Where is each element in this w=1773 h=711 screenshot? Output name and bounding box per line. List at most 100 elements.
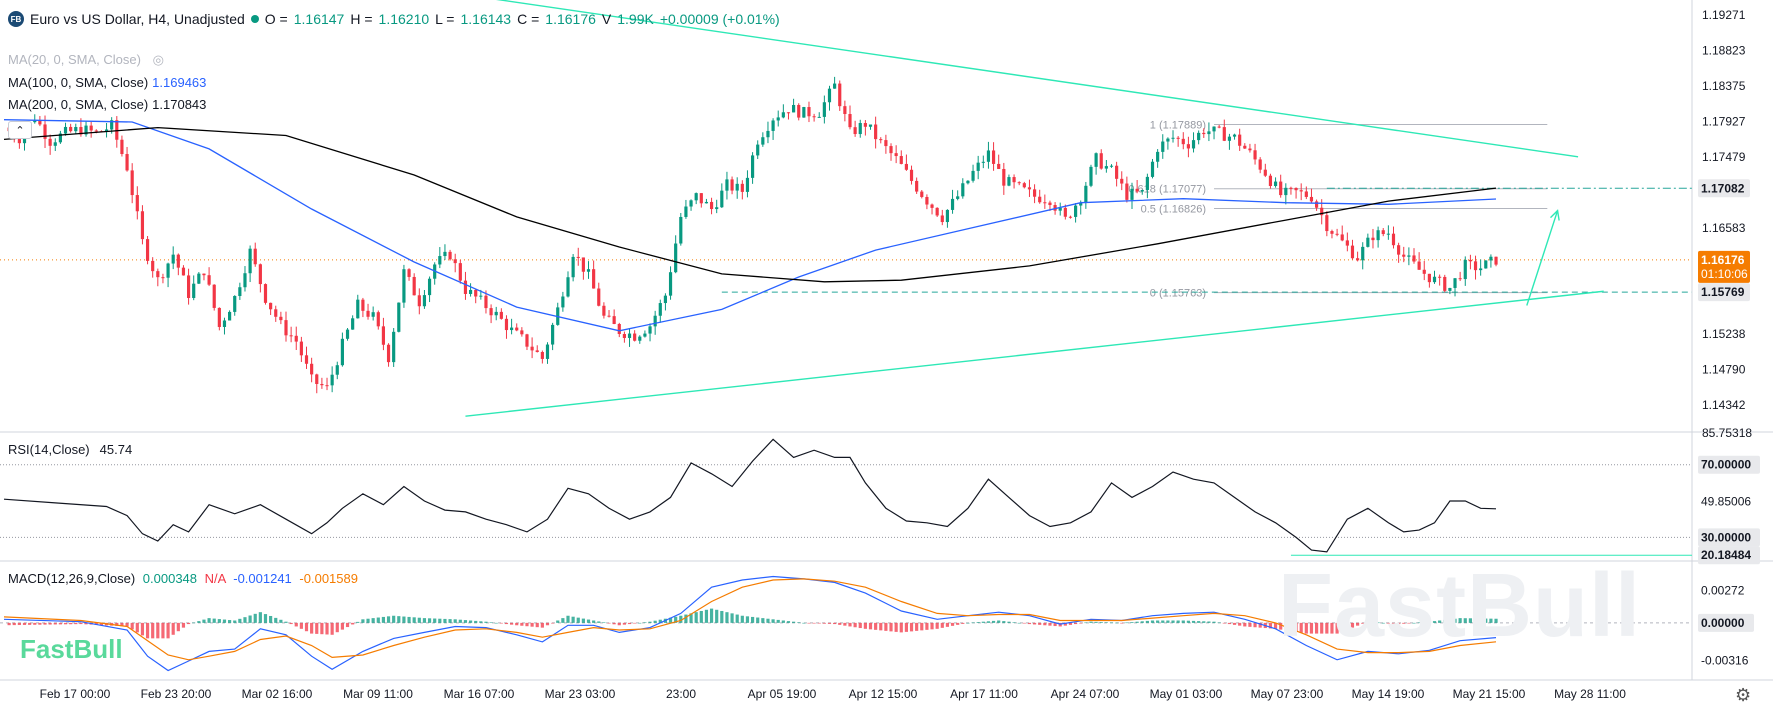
symbol-title[interactable]: Euro vs US Dollar, H4, Unadjusted xyxy=(30,11,245,27)
macd-histogram-bar xyxy=(1371,622,1375,623)
macd-histogram-bar xyxy=(1376,622,1380,624)
candle-body xyxy=(94,130,98,132)
macd-histogram-bar xyxy=(371,618,375,623)
trendline[interactable] xyxy=(465,290,1604,417)
candle-body xyxy=(1284,187,1288,196)
macd-histogram-bar xyxy=(868,622,873,630)
candle-body xyxy=(571,256,575,278)
macd-histogram-bar xyxy=(945,622,950,627)
low-value: 1.16143 xyxy=(460,11,512,27)
candle-body xyxy=(427,278,432,296)
price-axis-tag-label: 1.15769 xyxy=(1701,285,1745,299)
candle-body xyxy=(1181,138,1185,145)
candle-body xyxy=(1038,196,1042,203)
candle-body xyxy=(1171,137,1175,139)
macd-histogram-bar xyxy=(1084,622,1088,624)
macd-histogram-bar xyxy=(207,618,211,623)
trendline[interactable] xyxy=(481,0,1579,158)
gear-icon[interactable]: ⚙ xyxy=(1735,685,1752,705)
candle-body xyxy=(248,248,252,274)
candle-body xyxy=(1125,183,1129,200)
candle-body xyxy=(499,311,503,319)
candle-body xyxy=(1202,132,1206,135)
macd-histogram-bar xyxy=(115,622,119,626)
macd-histogram-bar xyxy=(889,622,893,632)
macd-histogram-bar xyxy=(950,622,955,626)
macd-histogram-bar xyxy=(561,618,565,623)
macd-na-value: N/A xyxy=(204,571,226,586)
macd-tick-label: -0.00316 xyxy=(1701,653,1749,667)
macd-histogram-bar xyxy=(961,622,965,624)
macd-histogram-bar xyxy=(1130,622,1134,623)
candle-body xyxy=(909,169,914,181)
candle-body xyxy=(258,264,262,285)
candle-body xyxy=(1212,126,1216,132)
candle-body xyxy=(525,334,529,347)
macd-histogram-bar xyxy=(1140,621,1144,623)
candle-body xyxy=(843,106,847,115)
candle-body xyxy=(1304,191,1308,197)
ma100-legend[interactable]: MA(100, 0, SMA, Close) 1.169463 xyxy=(8,75,206,90)
candle-body xyxy=(228,311,232,321)
macd-histogram-bar xyxy=(161,622,165,639)
macd-histogram-bar xyxy=(1325,622,1329,634)
candle-body xyxy=(1268,175,1273,187)
candle-body xyxy=(1376,230,1380,241)
candle-body xyxy=(643,333,647,337)
macd-histogram-bar xyxy=(212,618,216,623)
ma200-legend[interactable]: MA(200, 0, SMA, Close) 1.170843 xyxy=(8,97,206,112)
candle-body xyxy=(607,315,611,317)
macd-histogram-bar xyxy=(7,622,11,626)
candle-body xyxy=(868,124,873,127)
macd-histogram-bar xyxy=(310,622,314,634)
macd-histogram-bar xyxy=(1468,618,1472,623)
candle-body xyxy=(294,335,298,342)
macd-histogram-bar xyxy=(981,621,985,623)
ma200-legend-value: 1.170843 xyxy=(152,97,207,112)
candle-body xyxy=(299,341,303,356)
candle-body xyxy=(1222,127,1226,141)
candle-body xyxy=(545,344,550,359)
rsi-legend[interactable]: RSI(14,Close) 45.74 xyxy=(8,442,132,457)
macd-histogram-bar xyxy=(925,622,929,630)
macd-histogram-bar xyxy=(217,619,221,623)
projection-arrow-line[interactable] xyxy=(1526,210,1559,306)
macd-histogram-bar xyxy=(540,622,544,628)
candle-body xyxy=(1386,233,1390,235)
macd-histogram-bar xyxy=(838,622,842,625)
candle-body xyxy=(950,198,955,210)
macd-histogram-bar xyxy=(320,622,324,635)
candle-body xyxy=(1186,144,1190,149)
candle-body xyxy=(1361,246,1365,261)
candle-body xyxy=(1238,134,1242,146)
candle-body xyxy=(551,324,555,345)
macd-histogram-bar xyxy=(356,621,360,623)
candle-body xyxy=(1412,255,1416,262)
macd-line-value: -0.001241 xyxy=(233,571,292,586)
macd-legend[interactable]: MACD(12,26,9,Close) 0.000348 N/A -0.0012… xyxy=(8,571,358,586)
time-tick-label: May 01 03:00 xyxy=(1150,687,1223,701)
macd-histogram-bar xyxy=(417,617,421,623)
candle-body xyxy=(1458,278,1462,280)
candle-body xyxy=(1253,150,1257,160)
macd-histogram-bar xyxy=(1186,620,1190,623)
candle-body xyxy=(807,107,811,117)
time-tick-label: May 21 15:00 xyxy=(1453,687,1526,701)
candle-body xyxy=(69,126,73,132)
candle-body xyxy=(566,277,570,297)
candle-body xyxy=(376,312,380,327)
macd-histogram-bar xyxy=(299,622,303,629)
candle-body xyxy=(1115,165,1119,179)
macd-histogram-bar xyxy=(427,618,432,623)
ma20-legend[interactable]: MA(20, 0, SMA, Close) ◎ xyxy=(8,52,164,68)
macd-histogram-bar xyxy=(956,622,960,625)
macd-histogram-bar xyxy=(228,620,232,623)
collapse-legend-button[interactable]: ⌃ xyxy=(8,121,32,139)
candle-body xyxy=(684,206,688,217)
eye-off-icon[interactable]: ◎ xyxy=(152,52,164,67)
candle-body xyxy=(858,123,862,135)
macd-histogram-bar xyxy=(679,615,683,623)
macd-histogram-bar xyxy=(151,622,155,639)
macd-histogram-bar xyxy=(274,617,278,623)
